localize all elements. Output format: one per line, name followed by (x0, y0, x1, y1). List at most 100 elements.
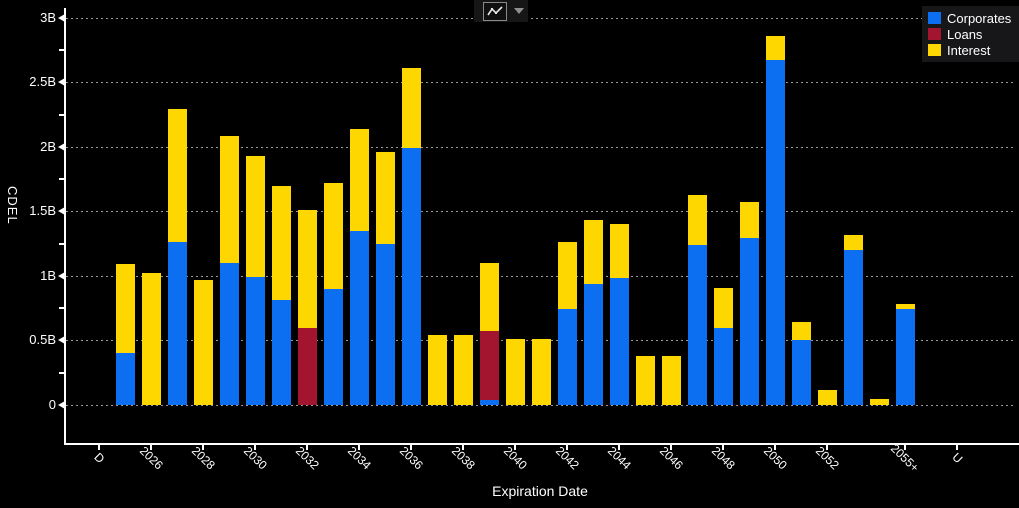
y-tick-label: 0.5B (29, 332, 56, 348)
y-minor-tick (59, 242, 65, 245)
bar-segment-corporates-2029[interactable] (219, 262, 239, 405)
bar-segment-interest-2048[interactable] (713, 287, 733, 328)
y-tick-icon (58, 142, 65, 151)
x-tick (254, 444, 256, 450)
x-tick (462, 444, 464, 450)
bar-segment-interest-2027[interactable] (167, 109, 187, 243)
gridline (66, 211, 1015, 213)
bar-segment-interest-2032[interactable] (297, 210, 317, 328)
bar-segment-interest-2046[interactable] (661, 355, 681, 405)
gridline (66, 405, 1015, 406)
bar-segment-corporates-2047[interactable] (687, 244, 707, 405)
bar-segment-corporates-2043[interactable] (583, 283, 603, 405)
bar-segment-corporates-2033[interactable] (323, 288, 343, 405)
x-tick (514, 444, 516, 450)
bar-segment-interest-2050[interactable] (765, 35, 785, 61)
bar-segment-interest-2036[interactable] (401, 68, 421, 149)
bar-segment-interest-2047[interactable] (687, 194, 707, 245)
x-tick (956, 444, 958, 450)
y-tick-label: 1B (40, 267, 56, 283)
x-tick (826, 444, 828, 450)
legend: Corporates Loans Interest (922, 6, 1019, 62)
y-tick-icon (58, 207, 65, 216)
bar-segment-corporates-2025[interactable] (115, 353, 135, 405)
bar-segment-interest-2033[interactable] (323, 182, 343, 289)
bar-segment-corporates-2036[interactable] (401, 148, 421, 405)
legend-item-interest[interactable]: Interest (928, 42, 1019, 58)
y-minor-tick (59, 371, 65, 374)
x-tick (202, 444, 204, 450)
chevron-down-icon[interactable] (514, 8, 524, 14)
bar-segment-corporates-2035[interactable] (375, 243, 395, 405)
bar-segment-interest-2029[interactable] (219, 136, 239, 263)
x-tick (306, 444, 308, 450)
bar-segment-loans-2039[interactable] (479, 331, 499, 400)
bar-segment-interest-2042[interactable] (557, 242, 577, 310)
bar-segment-interest-2028[interactable] (193, 279, 213, 405)
bar-segment-corporates-2050[interactable] (765, 60, 785, 405)
line-chart-icon[interactable] (483, 1, 507, 21)
bar-segment-interest-2053[interactable] (843, 234, 863, 251)
y-tick-label: 0 (48, 397, 56, 412)
y-minor-tick (59, 178, 65, 181)
y-tick-icon (58, 271, 65, 280)
gridline (66, 146, 1015, 148)
y-tick-icon (58, 336, 65, 345)
bar-segment-corporates-2048[interactable] (713, 327, 733, 405)
bar-segment-interest-2055[interactable] (895, 304, 915, 310)
bar-segment-interest-2045[interactable] (635, 355, 655, 405)
bar-segment-corporates-2027[interactable] (167, 242, 187, 405)
bar-segment-interest-2041[interactable] (531, 339, 551, 405)
bar-segment-interest-2051[interactable] (791, 322, 811, 341)
y-minor-tick (59, 48, 65, 51)
bar-segment-corporates-2053[interactable] (843, 250, 863, 405)
bar-segment-interest-2034[interactable] (349, 128, 369, 231)
x-axis-title: Expiration Date (492, 483, 588, 499)
x-tick (670, 444, 672, 450)
legend-label: Corporates (947, 10, 1012, 26)
bar-segment-corporates-2031[interactable] (271, 300, 291, 405)
bar-segment-corporates-2030[interactable] (245, 277, 265, 405)
bar-segment-interest-2044[interactable] (609, 224, 629, 279)
x-tick (358, 444, 360, 450)
bar-segment-corporates-2039[interactable] (479, 399, 499, 405)
legend-label: Loans (947, 26, 983, 42)
bar-segment-corporates-2051[interactable] (791, 340, 811, 405)
bar-segment-interest-2054[interactable] (869, 398, 889, 405)
bar-segment-interest-2043[interactable] (583, 220, 603, 284)
legend-item-loans[interactable]: Loans (928, 26, 1019, 42)
y-tick-icon (58, 401, 65, 409)
y-tick-icon (58, 13, 65, 22)
y-tick-label: 3B (40, 9, 56, 25)
legend-item-corporates[interactable]: Corporates (928, 10, 1019, 26)
corporates-swatch-icon (928, 12, 941, 24)
bar-segment-interest-2038[interactable] (453, 335, 473, 405)
bar-segment-interest-2030[interactable] (245, 155, 265, 278)
bar-segment-corporates-2049[interactable] (739, 238, 759, 405)
bar-segment-interest-2035[interactable] (375, 151, 395, 244)
bar-segment-corporates-2055[interactable] (895, 309, 915, 405)
bar-segment-interest-2037[interactable] (427, 335, 447, 405)
x-tick (774, 444, 776, 450)
bar-segment-loans-2032[interactable] (297, 327, 317, 405)
legend-label: Interest (947, 42, 991, 58)
bar-segment-interest-2040[interactable] (505, 339, 525, 405)
bar-segment-interest-2052[interactable] (817, 389, 837, 405)
bar-segment-corporates-2044[interactable] (609, 278, 629, 405)
x-tick (98, 444, 100, 450)
bar-segment-interest-2026[interactable] (141, 273, 161, 405)
y-tick-label: 1.5B (29, 203, 56, 219)
bar-segment-corporates-2034[interactable] (349, 230, 369, 405)
y-minor-tick (59, 307, 65, 310)
y-tick-label: 2B (40, 138, 56, 154)
bar-segment-interest-2049[interactable] (739, 202, 759, 239)
bar-segment-interest-2039[interactable] (479, 262, 499, 332)
x-tick (566, 444, 568, 450)
chart-type-selector[interactable] (474, 0, 528, 22)
bar-segment-corporates-2042[interactable] (557, 309, 577, 405)
bar-segment-interest-2025[interactable] (115, 264, 135, 354)
x-tick (410, 444, 412, 450)
x-tick-label-text: U (949, 449, 965, 467)
interest-swatch-icon (928, 44, 941, 56)
bar-segment-interest-2031[interactable] (271, 185, 291, 301)
